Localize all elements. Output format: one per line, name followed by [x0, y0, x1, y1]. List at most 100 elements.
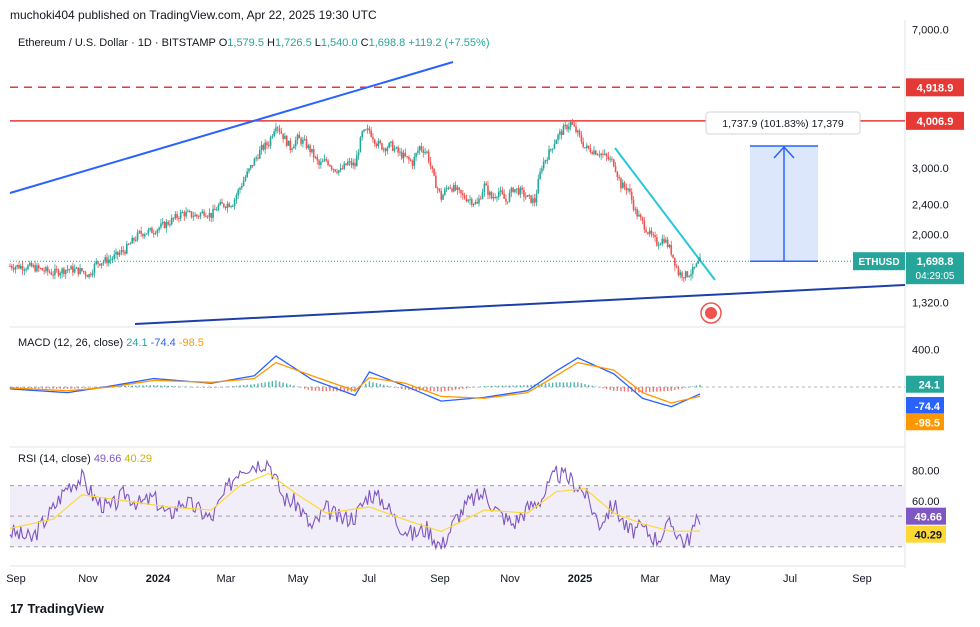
time-tick-label: May — [288, 573, 309, 585]
rsi-tick-label: 60.00 — [912, 496, 940, 508]
candle-body — [109, 259, 112, 261]
candle-body — [41, 268, 44, 271]
candle-body — [206, 216, 209, 218]
macd-histogram-bar — [444, 387, 446, 392]
macd-histogram-bar — [91, 387, 94, 388]
candle-body — [503, 193, 505, 199]
candle-body — [645, 229, 647, 233]
tradingview-footer[interactable]: 17 TradingView — [10, 601, 104, 616]
candle-body — [699, 257, 701, 262]
rsi-title: RSI (14, close) 49.66 40.29 — [18, 453, 152, 465]
candle-body — [422, 149, 425, 153]
macd-histogram-bar — [142, 385, 144, 387]
macd-histogram-bar — [584, 383, 586, 387]
macd-histogram-bar — [242, 385, 245, 387]
candle-body — [341, 168, 344, 170]
candle-body — [111, 258, 114, 260]
candle-body — [320, 162, 322, 165]
candle-body — [668, 244, 671, 248]
candle-body — [472, 204, 475, 206]
candle-body — [54, 268, 56, 275]
candle-body — [418, 146, 421, 151]
candle-body — [672, 254, 674, 258]
candle-body — [548, 149, 550, 160]
candle-body — [408, 156, 410, 160]
candle-body — [203, 211, 205, 216]
candle-body — [138, 231, 141, 233]
candle-body — [240, 185, 243, 188]
macd-histogram-bar — [257, 383, 259, 387]
candle-body — [577, 130, 579, 133]
candle-body — [695, 263, 698, 267]
macd-histogram-bar — [365, 383, 367, 387]
candle-body — [257, 157, 259, 159]
time-tick-label: Nov — [78, 573, 98, 585]
macd-histogram-bar — [178, 386, 180, 387]
candle-body — [176, 214, 178, 218]
candle-body — [72, 266, 74, 273]
candle-body — [413, 156, 416, 166]
candle-body — [129, 243, 132, 245]
macd-histogram-bar — [447, 387, 450, 391]
candle-body — [616, 171, 619, 177]
macd-histogram-bar — [196, 387, 198, 388]
candle-body — [404, 152, 407, 157]
macd-histogram-bar — [9, 387, 11, 388]
candle-body — [584, 147, 586, 149]
candle-body — [654, 235, 656, 238]
macd-histogram-bar — [433, 387, 435, 392]
macd-tick-label: 400.0 — [912, 344, 940, 356]
macd-histogram-bar — [472, 387, 475, 388]
candle-body — [16, 265, 18, 267]
candle-body — [659, 243, 662, 246]
candle-body — [104, 257, 107, 262]
candle-body — [156, 229, 159, 234]
candle-body — [593, 150, 595, 155]
macd-histogram-bar — [609, 387, 611, 390]
candle-body — [476, 202, 478, 204]
candle-body — [244, 177, 247, 181]
upper-trendline — [9, 61, 454, 194]
macd-histogram-bar — [670, 387, 672, 391]
macd-histogram-bar — [347, 387, 349, 392]
candle-body — [9, 265, 11, 267]
candle-body — [618, 176, 620, 179]
macd-histogram-bar — [663, 387, 665, 392]
candle-body — [402, 152, 405, 159]
macd-histogram-bar — [286, 383, 288, 387]
candle-body — [158, 227, 160, 230]
candle-body — [118, 252, 121, 255]
candle-body — [192, 216, 195, 218]
candle-body — [652, 234, 655, 236]
candle-body — [451, 188, 453, 192]
candle-body — [81, 268, 83, 272]
candle-body — [465, 198, 468, 202]
macd-histogram-bar — [160, 385, 162, 387]
candle-body — [517, 188, 520, 195]
candle-body — [575, 126, 577, 133]
candle-body — [357, 152, 360, 156]
candle-body — [258, 149, 261, 159]
macd-badge-label: -98.5 — [915, 417, 940, 429]
candle-body — [332, 168, 335, 170]
candle-body — [424, 151, 426, 153]
candle-body — [609, 158, 611, 160]
candle-body — [539, 171, 541, 180]
candle-body — [350, 161, 353, 166]
macd-histogram-bar — [27, 387, 29, 389]
macd-histogram-bar — [591, 385, 593, 387]
macd-histogram-bar — [375, 383, 378, 387]
time-tick-label: Jul — [783, 573, 797, 585]
candle-body — [427, 151, 430, 162]
candle-body — [84, 272, 87, 276]
candle-body — [32, 265, 35, 267]
candle-body — [684, 271, 687, 279]
candle-body — [106, 257, 108, 264]
candle-body — [528, 195, 531, 197]
candle-body — [330, 166, 333, 169]
candle-body — [462, 193, 464, 196]
macd-histogram-bar — [494, 385, 496, 387]
candle-body — [79, 268, 81, 274]
candle-body — [242, 180, 245, 186]
